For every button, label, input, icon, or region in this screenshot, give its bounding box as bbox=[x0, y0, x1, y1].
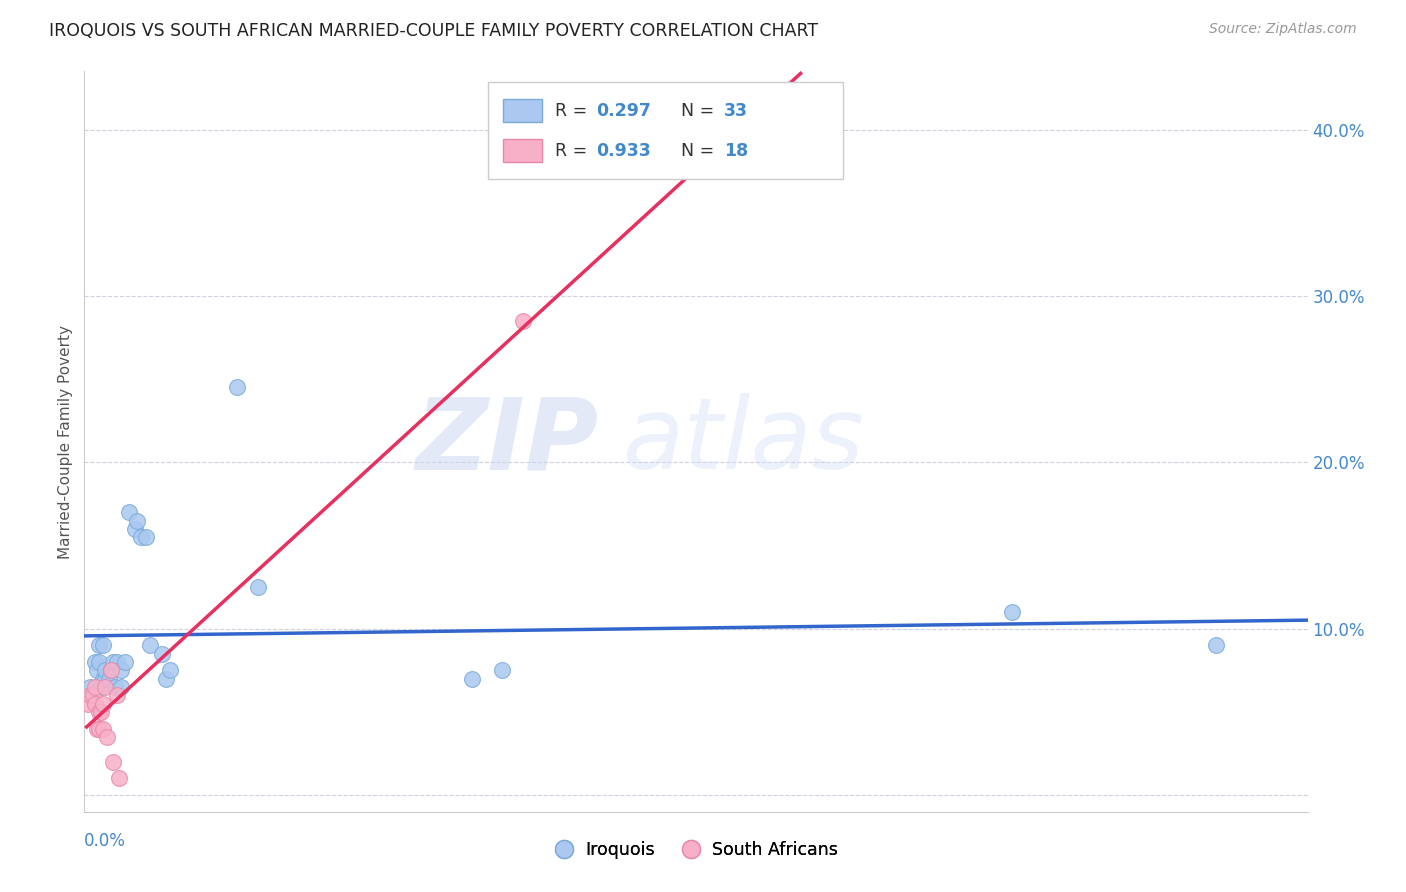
FancyBboxPatch shape bbox=[503, 139, 541, 162]
Point bbox=[1001, 605, 1024, 619]
Text: N =: N = bbox=[682, 142, 720, 160]
Point bbox=[90, 680, 112, 694]
Legend: Iroquois, South Africans: Iroquois, South Africans bbox=[547, 834, 845, 866]
Text: N =: N = bbox=[682, 102, 720, 120]
Point bbox=[105, 688, 128, 702]
Point bbox=[246, 580, 269, 594]
Point bbox=[114, 655, 136, 669]
Point bbox=[79, 688, 101, 702]
Point bbox=[131, 530, 153, 544]
Point bbox=[127, 514, 149, 528]
Point bbox=[86, 663, 108, 677]
Point bbox=[155, 672, 177, 686]
Text: atlas: atlas bbox=[623, 393, 865, 490]
Point bbox=[104, 680, 127, 694]
Text: Source: ZipAtlas.com: Source: ZipAtlas.com bbox=[1209, 22, 1357, 37]
Point bbox=[118, 505, 141, 519]
Point bbox=[97, 672, 120, 686]
Point bbox=[83, 655, 105, 669]
Point bbox=[135, 530, 157, 544]
Point bbox=[91, 722, 114, 736]
Point bbox=[79, 680, 101, 694]
Text: ZIP: ZIP bbox=[415, 393, 598, 490]
Point bbox=[110, 680, 132, 694]
Point bbox=[93, 672, 115, 686]
Point bbox=[108, 772, 131, 786]
Point bbox=[87, 705, 110, 719]
Point bbox=[87, 638, 110, 652]
Point bbox=[87, 655, 110, 669]
Text: 0.933: 0.933 bbox=[596, 142, 651, 160]
Point bbox=[105, 655, 128, 669]
Point bbox=[86, 722, 108, 736]
Point bbox=[93, 663, 115, 677]
Point bbox=[124, 522, 146, 536]
Point bbox=[1205, 638, 1227, 652]
FancyBboxPatch shape bbox=[488, 82, 842, 178]
Text: 33: 33 bbox=[724, 102, 748, 120]
Y-axis label: Married-Couple Family Poverty: Married-Couple Family Poverty bbox=[58, 325, 73, 558]
Text: IROQUOIS VS SOUTH AFRICAN MARRIED-COUPLE FAMILY POVERTY CORRELATION CHART: IROQUOIS VS SOUTH AFRICAN MARRIED-COUPLE… bbox=[49, 22, 818, 40]
Point bbox=[90, 705, 112, 719]
Point bbox=[82, 688, 104, 702]
Point bbox=[91, 697, 114, 711]
Point bbox=[77, 697, 100, 711]
Point bbox=[138, 638, 160, 652]
Point bbox=[159, 663, 181, 677]
Text: R =: R = bbox=[555, 102, 593, 120]
Point bbox=[110, 663, 132, 677]
FancyBboxPatch shape bbox=[503, 99, 541, 122]
Point bbox=[461, 672, 484, 686]
Point bbox=[100, 663, 122, 677]
Point bbox=[83, 697, 105, 711]
Point bbox=[101, 755, 124, 769]
Point bbox=[150, 647, 173, 661]
Point bbox=[91, 672, 114, 686]
Point bbox=[101, 655, 124, 669]
Point bbox=[491, 663, 513, 677]
Point bbox=[91, 638, 114, 652]
Point bbox=[83, 680, 105, 694]
Point bbox=[226, 380, 249, 394]
Text: 0.0%: 0.0% bbox=[84, 832, 127, 850]
Point bbox=[93, 680, 115, 694]
Point bbox=[96, 730, 118, 744]
Text: 18: 18 bbox=[724, 142, 748, 160]
Point bbox=[512, 314, 534, 328]
Text: R =: R = bbox=[555, 142, 593, 160]
Point bbox=[87, 722, 110, 736]
Point bbox=[100, 663, 122, 677]
Text: 0.297: 0.297 bbox=[596, 102, 651, 120]
